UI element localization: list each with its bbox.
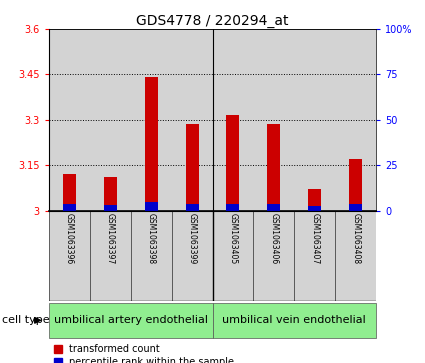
Bar — [172, 211, 212, 301]
Bar — [63, 204, 76, 211]
Bar — [294, 211, 335, 301]
Text: GSM1063399: GSM1063399 — [187, 213, 196, 265]
Text: umbilical artery endothelial: umbilical artery endothelial — [54, 315, 208, 325]
Bar — [308, 189, 321, 211]
Bar — [349, 204, 362, 211]
Text: umbilical vein endothelial: umbilical vein endothelial — [222, 315, 366, 325]
Bar — [335, 29, 376, 211]
Bar — [227, 115, 240, 211]
Bar — [227, 204, 240, 211]
Text: GSM1063405: GSM1063405 — [229, 213, 238, 265]
Bar — [308, 206, 321, 211]
Bar — [90, 29, 130, 211]
Text: GSM1063396: GSM1063396 — [65, 213, 74, 265]
Bar — [267, 125, 280, 211]
Text: GSM1063397: GSM1063397 — [106, 213, 115, 265]
Bar — [130, 29, 172, 211]
Bar — [63, 174, 76, 211]
Bar — [185, 125, 198, 211]
Bar — [104, 177, 117, 211]
Bar — [144, 77, 158, 211]
Bar — [349, 159, 362, 211]
Legend: transformed count, percentile rank within the sample: transformed count, percentile rank withi… — [54, 344, 234, 363]
Text: GSM1063408: GSM1063408 — [351, 213, 360, 264]
Text: cell type: cell type — [2, 315, 50, 325]
Bar — [104, 205, 117, 211]
Bar — [131, 211, 172, 301]
Bar — [294, 29, 335, 211]
Bar — [90, 211, 131, 301]
Bar — [172, 29, 212, 211]
Text: GSM1063398: GSM1063398 — [147, 213, 156, 264]
Title: GDS4778 / 220294_at: GDS4778 / 220294_at — [136, 14, 289, 28]
Text: GSM1063407: GSM1063407 — [310, 213, 319, 265]
Bar — [212, 29, 253, 211]
Bar — [49, 29, 90, 211]
Bar — [185, 204, 198, 211]
Bar — [253, 211, 294, 301]
Bar — [335, 211, 376, 301]
Bar — [49, 211, 90, 301]
Text: GSM1063406: GSM1063406 — [269, 213, 278, 265]
Bar — [267, 204, 280, 211]
Bar — [144, 202, 158, 211]
Bar — [253, 29, 294, 211]
Bar — [212, 211, 253, 301]
